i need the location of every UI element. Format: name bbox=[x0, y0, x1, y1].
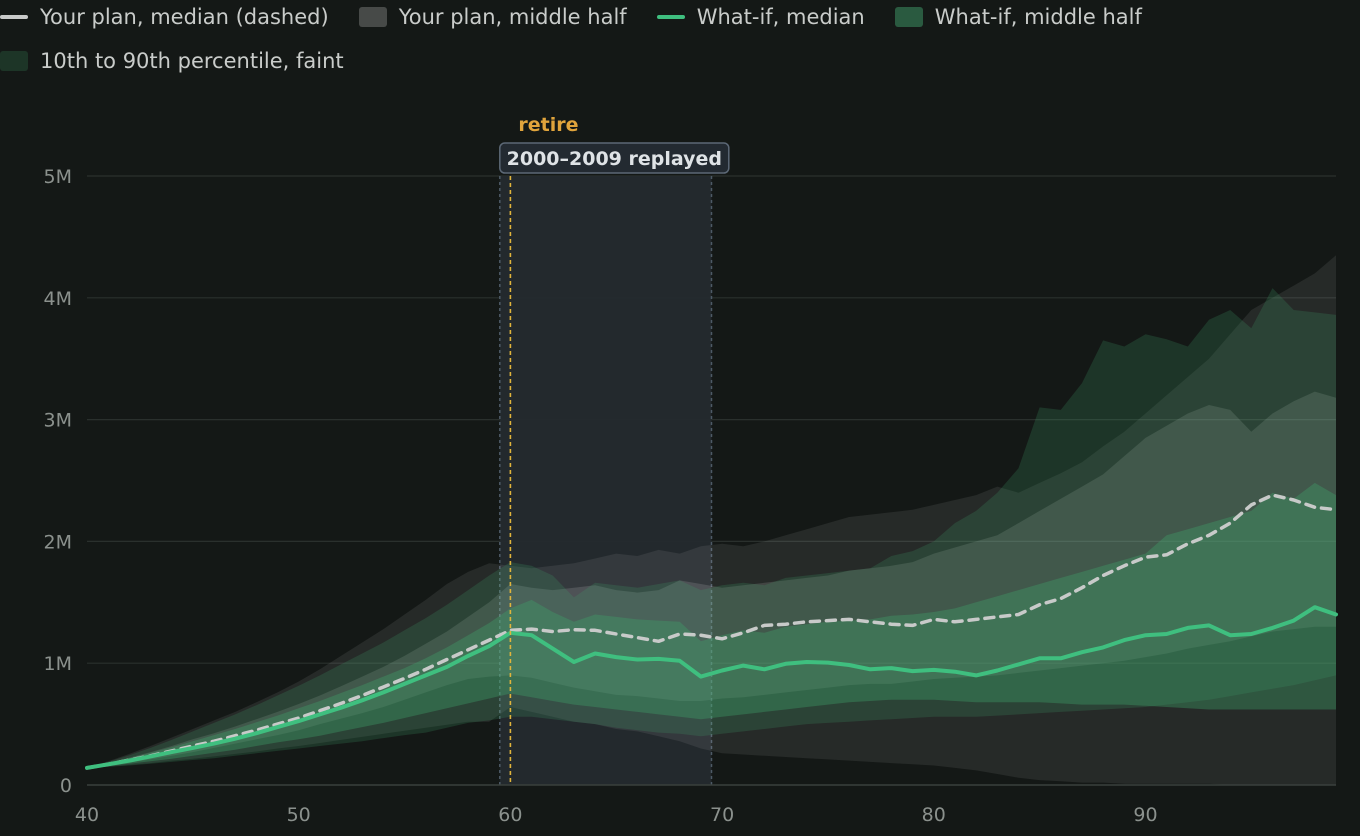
legend-label: Your plan, middle half bbox=[398, 5, 627, 29]
replay-window-fill bbox=[499, 176, 712, 785]
legend-item-plan-middle-half[interactable]: Your plan, middle half bbox=[358, 5, 627, 29]
legend-row-1: Your plan, median (dashed) Your plan, mi… bbox=[0, 2, 1172, 32]
x-tick-label: 50 bbox=[287, 804, 311, 826]
y-tick-label: 2M bbox=[44, 531, 72, 553]
legend-item-faint-band[interactable]: 10th to 90th percentile, faint bbox=[0, 49, 344, 73]
legend-label: 10th to 90th percentile, faint bbox=[40, 49, 344, 73]
y-tick-label: 1M bbox=[44, 653, 72, 675]
whatif-band-25-75 bbox=[87, 482, 1336, 768]
bands bbox=[87, 255, 1336, 785]
y-tick-label: 4M bbox=[44, 288, 72, 310]
x-tick-label: 80 bbox=[922, 804, 946, 826]
whatif-median-line bbox=[85, 605, 1338, 770]
plan-band-10-90 bbox=[87, 255, 1336, 785]
window-label: 2000–2009 replayed bbox=[507, 148, 722, 170]
plan-band-25-75 bbox=[87, 391, 1336, 768]
y-tick-label: 3M bbox=[44, 410, 72, 432]
legend-swatch-whatif-middle-half bbox=[894, 7, 923, 27]
x-tick-label: 90 bbox=[1133, 804, 1157, 826]
legend-swatch-plan-median bbox=[0, 15, 28, 19]
y-tick-label: 5M bbox=[44, 166, 72, 188]
annotations: retire 2000–2009 replayed bbox=[499, 114, 730, 174]
legend-item-whatif-median[interactable]: What-if, median bbox=[656, 5, 865, 29]
whatif-band-10-90 bbox=[87, 288, 1336, 768]
legend-swatch-whatif-median bbox=[656, 15, 685, 19]
legend-label: Your plan, median (dashed) bbox=[40, 5, 329, 29]
replay-window bbox=[499, 176, 713, 785]
plan-median-line bbox=[85, 493, 1338, 770]
legend-label: What-if, middle half bbox=[934, 5, 1142, 29]
legend-row-2: 10th to 90th percentile, faint bbox=[0, 46, 374, 76]
x-tick-label: 60 bbox=[498, 804, 522, 826]
x-tick-label: 40 bbox=[75, 804, 99, 826]
legend-swatch-faint-band bbox=[0, 51, 28, 71]
y-tick-label: 0 bbox=[60, 775, 72, 797]
window-label-box bbox=[499, 142, 730, 174]
median-lines bbox=[85, 493, 1338, 770]
legend-item-plan-median[interactable]: Your plan, median (dashed) bbox=[0, 5, 329, 29]
axes: 0 1M 2M 3M 4M 5M 40 50 60 70 80 90 bbox=[44, 166, 1336, 826]
legend-item-whatif-middle-half[interactable]: What-if, middle half bbox=[894, 5, 1142, 29]
x-tick-label: 70 bbox=[710, 804, 734, 826]
legend-label: What-if, median bbox=[696, 5, 865, 29]
retire-label: retire bbox=[518, 114, 578, 136]
legend-swatch-plan-middle-half bbox=[358, 7, 387, 27]
